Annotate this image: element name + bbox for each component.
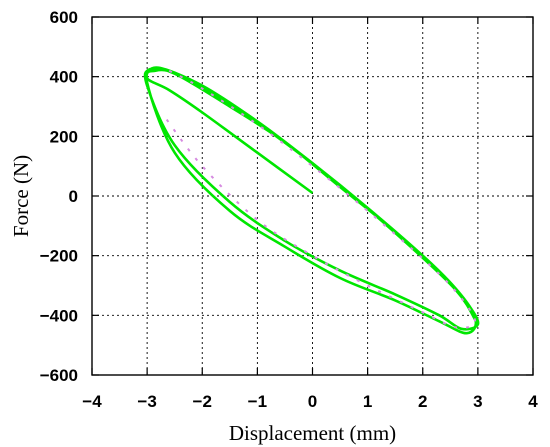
x-tick-label: 1 (363, 392, 372, 411)
x-tick-labels: −4 −3 −2 −1 0 1 2 3 4 (82, 392, 538, 411)
y-tick-label: 0 (69, 187, 78, 206)
x-tick-label: 0 (308, 392, 317, 411)
y-tick-label: −200 (40, 247, 78, 266)
y-tick-label: −400 (40, 306, 78, 325)
x-tick-label: −4 (82, 392, 102, 411)
x-tick-label: −2 (193, 392, 212, 411)
y-tick-label: −600 (40, 366, 78, 385)
x-tick-label: −1 (248, 392, 267, 411)
x-tick-label: −3 (137, 392, 156, 411)
x-tick-label: 4 (528, 392, 538, 411)
y-tick-label: 600 (50, 8, 78, 27)
series-line-measured (143, 66, 480, 335)
y-tick-label: 200 (50, 127, 78, 146)
y-axis-title: Force (N) (9, 155, 33, 237)
x-tick-label: 3 (473, 392, 482, 411)
series-line-overlay (162, 69, 477, 329)
x-tick-label: 2 (418, 392, 427, 411)
y-tick-label: 400 (50, 68, 78, 87)
plot-frame (91, 16, 534, 376)
y-tick-labels: −600 −400 −200 0 200 400 600 (40, 8, 78, 385)
x-axis-title: Displacement (mm) (229, 421, 396, 445)
series-group (143, 66, 480, 335)
tick-marks (91, 16, 534, 376)
